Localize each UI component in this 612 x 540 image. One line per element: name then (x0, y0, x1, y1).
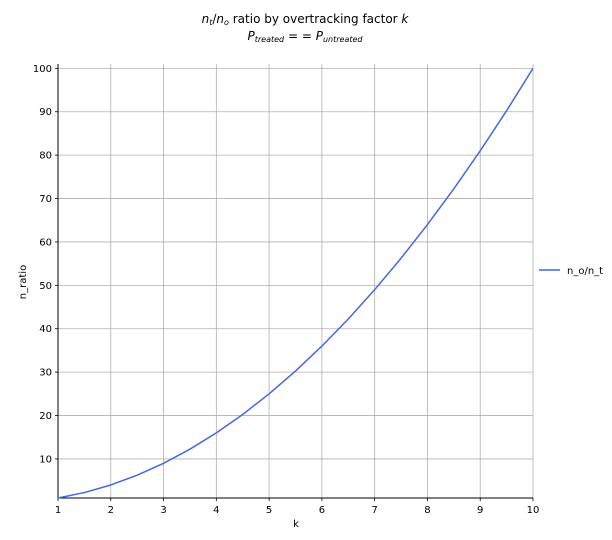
x-tick-label: 6 (319, 505, 325, 516)
x-tick-label: 4 (213, 505, 219, 516)
y-axis-label: n_ratio (18, 265, 29, 299)
series-line (57, 67, 534, 499)
series-group (57, 67, 534, 499)
y-tick-label: 70 (39, 194, 52, 205)
y-tick-label: 80 (39, 151, 52, 162)
y-tick-label: 10 (39, 454, 52, 465)
y-tick-label: 20 (39, 411, 52, 422)
x-axis-ticks: 1 2 3 4 5 6 7 8 9 10 (55, 498, 540, 516)
x-tick-label: 2 (108, 505, 114, 516)
y-axis-ticks: 10 20 30 40 50 60 70 80 90 100 (33, 64, 58, 465)
y-tick-label: 60 (39, 237, 52, 248)
x-tick-label: 10 (527, 505, 540, 516)
grid (57, 64, 534, 498)
y-tick-label: 30 (39, 368, 52, 379)
y-tick-label: 50 (39, 281, 52, 292)
legend-label: n_o/n_t (567, 266, 603, 277)
chart-title: nt/no ratio by overtracking factor k (202, 12, 410, 27)
chart-title-group: nt/no ratio by overtracking factor k Ptr… (202, 12, 410, 44)
x-tick-label: 3 (160, 505, 166, 516)
x-axis-label: k (293, 519, 299, 530)
x-tick-label: 7 (371, 505, 377, 516)
x-tick-label: 1 (55, 505, 61, 516)
y-tick-label: 90 (39, 107, 52, 118)
y-tick-label: 100 (33, 64, 52, 75)
y-tick-label: 40 (39, 324, 52, 335)
chart-subtitle: Ptreated = = Puntreated (248, 29, 364, 44)
x-tick-label: 8 (424, 505, 430, 516)
x-tick-label: 5 (266, 505, 272, 516)
x-tick-label: 9 (477, 505, 483, 516)
axes (57, 64, 533, 499)
legend: n_o/n_t (539, 266, 603, 277)
